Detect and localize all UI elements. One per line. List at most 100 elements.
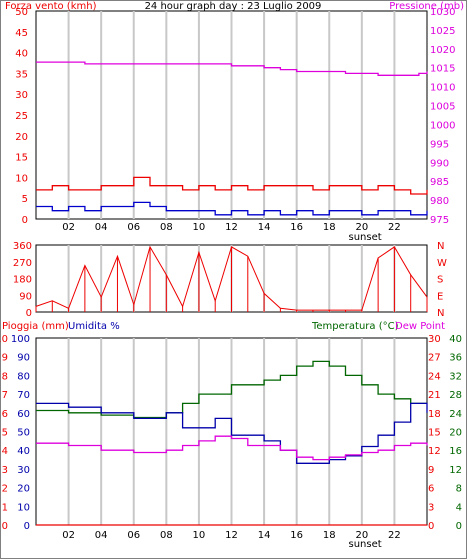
x-tick-label: 08	[160, 222, 173, 233]
y-tick-compass: S	[437, 275, 443, 286]
y-tick-wind: 45	[15, 28, 28, 39]
y-tick-wind: 25	[15, 111, 28, 122]
y-tick-pressure: 975	[430, 215, 449, 226]
y-tick-wind: 20	[15, 132, 28, 143]
x-tick-label: 06	[127, 222, 140, 233]
x-tick-label: 20	[355, 222, 368, 233]
y-tick-pressure: 1005	[430, 102, 455, 113]
y-tick-temperature: 12	[449, 465, 462, 476]
x-tick-label: 04	[95, 222, 108, 233]
y-tick-humidity: 40	[17, 446, 30, 457]
y-tick-humidity: 90	[17, 353, 30, 364]
x-note-sunset: sunset	[349, 232, 382, 243]
series-line-wind_direction	[35, 245, 428, 311]
x-tick-label: 18	[323, 530, 336, 541]
y-tick-rain: 3	[2, 465, 8, 476]
chart-title: 24 hour graph day : 23 Luglio 2009	[145, 1, 322, 12]
y-tick-mid: 15	[428, 428, 441, 439]
y-tick-humidity: 10	[17, 502, 30, 513]
y-tick-rain: 8	[2, 371, 8, 382]
axis-title-rain: Pioggia (mm)	[2, 321, 69, 332]
y-tick-rain: 4	[2, 446, 8, 457]
y-tick-mid: 3	[428, 502, 434, 513]
y-tick-mid: 27	[428, 353, 441, 364]
y-tick-humidity: 70	[17, 390, 30, 401]
y-tick-pressure: 990	[430, 158, 449, 169]
y-tick-temperature: 20	[449, 428, 462, 439]
x-tick-label: 04	[95, 530, 108, 541]
y-tick-pressure: 1000	[430, 120, 455, 131]
y-tick-direction: 360	[13, 241, 32, 252]
y-tick-temperature: 28	[449, 390, 462, 401]
y-tick-temperature: 0	[456, 521, 462, 532]
y-tick-pressure: 985	[430, 177, 449, 188]
x-tick-label: 14	[258, 530, 271, 541]
y-tick-humidity: 0	[24, 521, 30, 532]
y-tick-wind: 10	[15, 173, 28, 184]
x-tick-label: 14	[258, 222, 271, 233]
x-tick-label: 10	[193, 530, 206, 541]
y-tick-humidity: 50	[17, 428, 30, 439]
y-tick-temperature: 8	[456, 484, 462, 495]
y-tick-temperature: 16	[449, 446, 462, 457]
y-tick-compass: N	[437, 308, 444, 319]
y-tick-temperature: 4	[456, 502, 462, 513]
x-note-sunset: sunset	[349, 539, 382, 550]
series-line-dewpoint	[36, 435, 428, 461]
y-tick-mid: 30	[428, 334, 441, 345]
y-tick-compass: N	[437, 241, 444, 252]
y-tick-direction: 90	[19, 291, 32, 302]
x-tick-label: 16	[290, 222, 303, 233]
y-tick-wind: 35	[15, 69, 28, 80]
y-tick-wind: 0	[22, 215, 28, 226]
y-tick-compass: E	[437, 291, 443, 302]
axis-title-dewpoint: Dew Point	[395, 321, 445, 332]
x-tick-label: 02	[62, 222, 75, 233]
y-tick-mid: 6	[428, 484, 434, 495]
y-tick-pressure: 995	[430, 139, 449, 150]
y-tick-wind: 5	[22, 194, 28, 205]
x-tick-label: 22	[388, 530, 401, 541]
y-tick-rain: 6	[2, 409, 8, 420]
x-tick-label: 08	[160, 530, 173, 541]
axis-title-humidity: Umidita %	[68, 321, 120, 332]
y-tick-humidity: 100	[11, 334, 30, 345]
y-tick-wind: 30	[15, 90, 28, 101]
y-tick-direction: 0	[26, 308, 32, 319]
x-tick-label: 16	[290, 530, 303, 541]
y-tick-pressure: 1025	[430, 26, 455, 37]
y-tick-pressure: 1020	[430, 45, 455, 56]
y-tick-humidity: 20	[17, 484, 30, 495]
y-tick-mid: 0	[428, 521, 434, 532]
x-tick-label: 06	[127, 530, 140, 541]
y-tick-rain: 10	[0, 334, 8, 345]
y-tick-mid: 24	[428, 371, 441, 382]
x-tick-label: 18	[323, 222, 336, 233]
y-tick-wind: 15	[15, 153, 28, 164]
series-line-pressure	[36, 61, 428, 76]
axis-title-temperature: Temperatura (°C)	[311, 321, 399, 332]
y-tick-rain: 0	[2, 521, 8, 532]
y-tick-temperature: 24	[449, 409, 462, 420]
x-tick-label: 12	[225, 222, 238, 233]
axis-title-wind: Forza vento (kmh)	[5, 1, 97, 12]
y-tick-temperature: 40	[449, 334, 462, 345]
y-tick-rain: 9	[2, 353, 8, 364]
x-tick-label: 10	[193, 222, 206, 233]
y-tick-mid: 18	[428, 409, 441, 420]
y-tick-rain: 1	[2, 502, 8, 513]
y-tick-humidity: 30	[17, 465, 30, 476]
y-tick-wind: 40	[15, 49, 28, 60]
y-tick-rain: 5	[2, 428, 8, 439]
y-tick-humidity: 80	[17, 371, 30, 382]
y-tick-pressure: 1030	[430, 7, 455, 18]
y-tick-compass: W	[437, 258, 447, 269]
y-tick-rain: 2	[2, 484, 8, 495]
y-tick-humidity: 60	[17, 409, 30, 420]
y-tick-pressure: 1010	[430, 83, 455, 94]
y-tick-mid: 9	[428, 465, 434, 476]
y-tick-direction: 270	[13, 258, 32, 269]
y-tick-pressure: 980	[430, 196, 449, 207]
series-line-wind_avg	[36, 201, 428, 216]
